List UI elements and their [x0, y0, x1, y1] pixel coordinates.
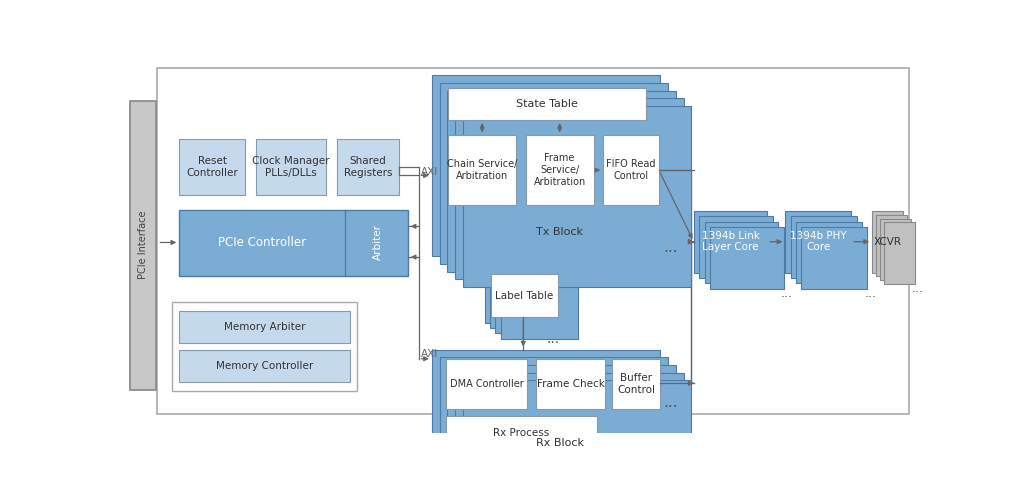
Text: ...: ...: [546, 333, 559, 346]
FancyBboxPatch shape: [432, 75, 660, 256]
Text: Tx Block: Tx Block: [537, 226, 584, 237]
FancyBboxPatch shape: [501, 286, 579, 339]
FancyBboxPatch shape: [447, 365, 676, 487]
FancyBboxPatch shape: [463, 106, 691, 287]
Text: AXI: AXI: [421, 349, 438, 359]
Text: Memory Arbiter: Memory Arbiter: [223, 322, 305, 332]
Text: Frame Check: Frame Check: [537, 379, 604, 389]
FancyBboxPatch shape: [445, 416, 597, 449]
Text: ...: ...: [911, 282, 924, 295]
Text: Buffer
Control: Buffer Control: [617, 373, 655, 395]
Text: DMA Controller: DMA Controller: [450, 379, 523, 389]
Text: FIFO Read
Control: FIFO Read Control: [606, 159, 655, 181]
Text: AXI: AXI: [421, 168, 438, 177]
FancyBboxPatch shape: [496, 281, 572, 333]
FancyBboxPatch shape: [179, 350, 349, 382]
Text: Arbiter: Arbiter: [374, 225, 383, 261]
FancyBboxPatch shape: [603, 135, 658, 205]
Text: 1394b AS5643 Core: 1394b AS5643 Core: [464, 415, 602, 429]
FancyBboxPatch shape: [439, 357, 669, 487]
Text: Reset
Controller: Reset Controller: [186, 156, 238, 178]
Text: 1394b PHY
Core: 1394b PHY Core: [790, 231, 847, 252]
Text: XCVR: XCVR: [873, 237, 901, 247]
Text: PCIe Controller: PCIe Controller: [218, 236, 306, 249]
FancyBboxPatch shape: [872, 211, 903, 273]
Text: Chain Service/
Arbitration: Chain Service/ Arbitration: [447, 159, 517, 181]
Text: Shared
Registers: Shared Registers: [344, 156, 392, 178]
FancyBboxPatch shape: [179, 210, 408, 276]
FancyBboxPatch shape: [525, 135, 594, 205]
FancyBboxPatch shape: [432, 350, 660, 483]
Text: Rx Process: Rx Process: [494, 428, 550, 438]
Text: 1394b Link
Layer Core: 1394b Link Layer Core: [701, 231, 760, 252]
FancyBboxPatch shape: [791, 216, 856, 278]
Text: Rx Block: Rx Block: [536, 438, 584, 449]
FancyBboxPatch shape: [796, 222, 862, 283]
FancyBboxPatch shape: [337, 139, 399, 195]
FancyBboxPatch shape: [537, 359, 604, 409]
FancyBboxPatch shape: [484, 270, 562, 322]
FancyBboxPatch shape: [490, 274, 558, 317]
FancyBboxPatch shape: [455, 98, 684, 280]
FancyBboxPatch shape: [449, 88, 646, 120]
FancyBboxPatch shape: [449, 135, 516, 205]
FancyBboxPatch shape: [876, 215, 907, 276]
FancyBboxPatch shape: [455, 373, 684, 487]
FancyBboxPatch shape: [710, 227, 783, 289]
Text: Label Table: Label Table: [496, 291, 554, 300]
Text: PCIe Interface: PCIe Interface: [138, 211, 148, 280]
FancyBboxPatch shape: [179, 311, 349, 343]
FancyBboxPatch shape: [463, 380, 691, 487]
FancyBboxPatch shape: [447, 91, 676, 272]
FancyBboxPatch shape: [802, 227, 867, 289]
FancyBboxPatch shape: [699, 216, 773, 278]
Text: ...: ...: [864, 287, 877, 300]
FancyBboxPatch shape: [880, 219, 910, 280]
FancyBboxPatch shape: [489, 276, 567, 328]
FancyBboxPatch shape: [705, 222, 778, 283]
FancyBboxPatch shape: [785, 211, 851, 273]
FancyBboxPatch shape: [884, 223, 914, 284]
FancyBboxPatch shape: [158, 68, 909, 414]
FancyBboxPatch shape: [439, 83, 669, 264]
Text: ...: ...: [664, 395, 678, 410]
FancyBboxPatch shape: [256, 139, 326, 195]
Text: ...: ...: [664, 240, 678, 255]
FancyBboxPatch shape: [130, 101, 156, 390]
FancyBboxPatch shape: [612, 359, 660, 409]
Text: Memory Controller: Memory Controller: [216, 361, 313, 371]
Text: ...: ...: [780, 287, 793, 300]
Text: State Table: State Table: [516, 99, 578, 109]
FancyBboxPatch shape: [693, 211, 767, 273]
Text: Frame
Service/
Arbitration: Frame Service/ Arbitration: [534, 153, 586, 187]
FancyBboxPatch shape: [445, 359, 527, 409]
Text: Clock Manager
PLLs/DLLs: Clock Manager PLLs/DLLs: [252, 156, 330, 178]
FancyBboxPatch shape: [179, 139, 245, 195]
